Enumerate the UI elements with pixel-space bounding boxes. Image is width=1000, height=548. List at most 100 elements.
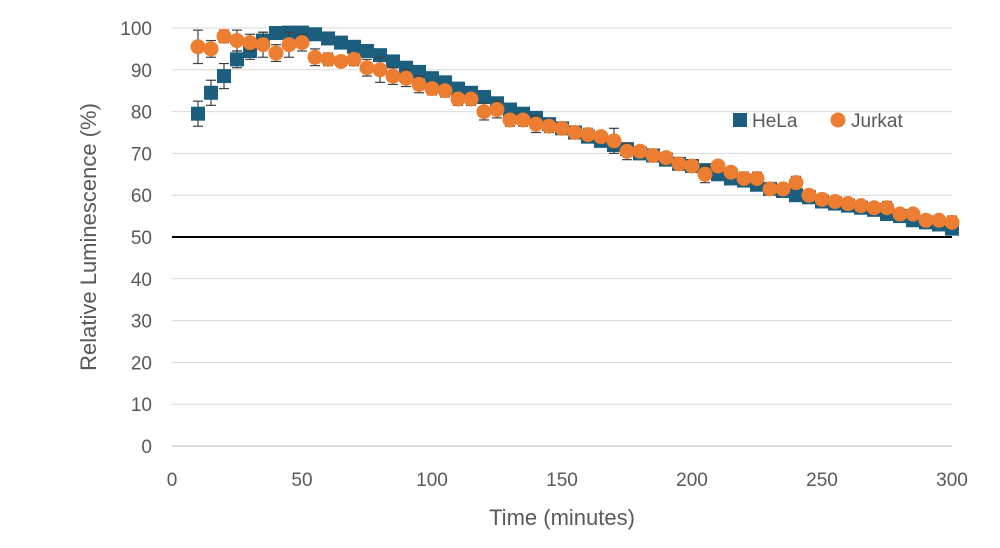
data-point xyxy=(580,127,596,143)
data-point xyxy=(437,83,453,99)
data-point xyxy=(814,191,830,207)
legend-label-hela: HeLa xyxy=(752,111,798,132)
data-point xyxy=(451,81,465,96)
data-point xyxy=(373,48,387,63)
data-point xyxy=(503,102,517,117)
y-tick-label: 80 xyxy=(131,103,152,124)
data-point xyxy=(736,170,752,186)
data-point xyxy=(398,70,414,86)
y-tick-label: 90 xyxy=(131,61,152,82)
data-point xyxy=(424,81,440,97)
data-point xyxy=(230,52,244,67)
data-point xyxy=(502,112,518,128)
data-point xyxy=(931,212,947,228)
data-point xyxy=(360,43,374,58)
data-point xyxy=(269,26,283,41)
data-point xyxy=(217,69,231,84)
data-point xyxy=(372,62,388,78)
x-tick-label: 200 xyxy=(676,470,708,491)
y-tick-label: 100 xyxy=(120,19,152,40)
data-point xyxy=(853,198,869,214)
data-point xyxy=(567,125,583,140)
data-point xyxy=(229,33,245,49)
data-point xyxy=(321,31,335,46)
data-point xyxy=(333,53,349,69)
data-point xyxy=(593,129,609,145)
data-point xyxy=(619,143,635,159)
data-point xyxy=(789,188,803,203)
data-point xyxy=(216,28,232,44)
legend-marker-hela xyxy=(733,113,747,127)
data-point xyxy=(463,91,479,107)
data-point xyxy=(477,89,491,104)
legend-label-jurkat: Jurkat xyxy=(851,111,903,132)
x-tick-label: 150 xyxy=(546,470,578,491)
y-tick-label: 70 xyxy=(131,144,152,165)
data-point xyxy=(515,112,531,128)
data-point xyxy=(191,106,205,121)
data-point xyxy=(723,164,739,180)
y-tick-label: 40 xyxy=(131,270,152,291)
data-point xyxy=(606,133,622,149)
data-point xyxy=(671,156,687,172)
legend-marker-jurkat xyxy=(830,112,846,128)
data-point xyxy=(749,170,765,186)
y-tick-label: 20 xyxy=(131,353,152,374)
gridlines xyxy=(172,27,952,405)
data-point xyxy=(944,214,960,230)
data-point xyxy=(359,60,375,76)
y-tick-label: 30 xyxy=(131,312,152,333)
y-axis-title: Relative Luminescence (%) xyxy=(76,103,101,371)
data-point xyxy=(554,120,570,136)
data-point xyxy=(412,64,426,79)
data-point xyxy=(307,49,323,65)
data-point xyxy=(411,76,427,92)
data-point xyxy=(528,116,544,132)
data-point xyxy=(918,212,934,228)
data-point xyxy=(489,102,505,118)
data-point xyxy=(697,166,713,182)
data-point xyxy=(710,158,726,174)
data-point xyxy=(346,51,362,67)
data-point xyxy=(892,206,908,222)
tick-labels: 0 10 20 30 40 50 60 70 80 90 100 0 50 100 150 200 250 300 xyxy=(120,19,968,491)
data-point xyxy=(204,85,218,100)
data-point xyxy=(294,35,310,51)
y-tick-label: 10 xyxy=(131,395,152,416)
x-tick-label: 0 xyxy=(167,470,178,491)
data-point xyxy=(385,68,401,84)
data-point xyxy=(242,35,258,51)
data-point xyxy=(268,45,284,61)
data-point xyxy=(840,196,856,212)
data-point xyxy=(476,104,492,120)
series-jurkat xyxy=(190,28,960,230)
data-point xyxy=(905,206,921,222)
data-point xyxy=(386,54,400,69)
data-point xyxy=(425,71,439,86)
x-tick-label: 100 xyxy=(416,470,448,491)
x-tick-label: 250 xyxy=(806,470,838,491)
data-point xyxy=(866,200,882,216)
data-point xyxy=(645,147,661,163)
data-point xyxy=(399,60,413,75)
data-point xyxy=(775,181,791,197)
data-point xyxy=(788,175,804,191)
data-point xyxy=(879,200,895,216)
data-point xyxy=(632,143,648,159)
data-point xyxy=(347,39,361,54)
data-point xyxy=(190,39,206,55)
data-point xyxy=(320,51,336,67)
y-tick-label: 50 xyxy=(131,228,152,249)
x-tick-label: 300 xyxy=(936,470,968,491)
data-point xyxy=(658,150,674,166)
data-point xyxy=(762,181,778,197)
data-point xyxy=(281,37,297,53)
data-point xyxy=(801,187,817,203)
y-tick-label: 60 xyxy=(131,186,152,207)
series-group xyxy=(190,25,960,236)
data-point xyxy=(827,193,843,209)
x-tick-label: 50 xyxy=(291,470,312,491)
data-point xyxy=(203,41,219,57)
data-point xyxy=(684,158,700,174)
